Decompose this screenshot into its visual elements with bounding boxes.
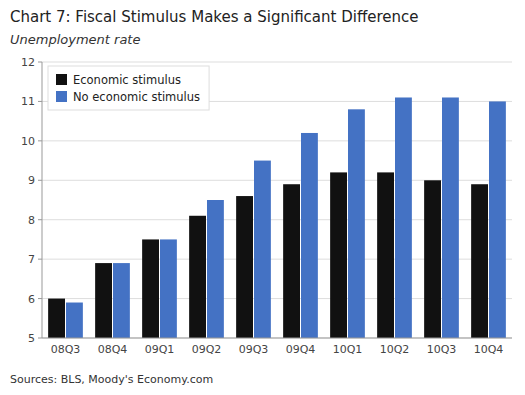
legend-label: Economic stimulus [73, 73, 181, 87]
bar [283, 184, 300, 338]
axis-line [42, 62, 43, 338]
y-axis: 5 6 7 8 9 10 11 12 [21, 56, 512, 345]
tick-label: 08Q4 [98, 343, 128, 356]
bar [348, 109, 365, 338]
bar [377, 172, 394, 338]
bar [489, 101, 506, 338]
legend-swatch [56, 91, 67, 102]
title: Chart 7: Fiscal Stimulus Makes a Signifi… [10, 8, 419, 26]
tick-label: 09Q2 [192, 343, 222, 356]
tick-label: 08Q3 [51, 343, 81, 356]
tick-label: 10Q2 [380, 343, 410, 356]
grid-line [42, 219, 512, 220]
grid-line [42, 298, 512, 299]
chart-container: Chart 7: Fiscal Stimulus Makes a Signifi… [0, 0, 525, 395]
tick-mark [38, 180, 42, 181]
bar [330, 172, 347, 338]
bar [66, 303, 83, 338]
legend: Economic stimulus No economic stimulus [48, 66, 209, 110]
tick-label: 09Q1 [145, 343, 175, 356]
legend-box [48, 66, 209, 110]
bar [236, 196, 253, 338]
bar [207, 200, 224, 338]
grid-line [42, 338, 512, 339]
tick-label: 10 [21, 135, 35, 148]
tick-label: 09Q3 [239, 343, 269, 356]
tick-label: 10Q1 [333, 343, 363, 356]
bar [424, 180, 441, 338]
grid-line [42, 140, 512, 141]
axis-line [42, 338, 512, 339]
bar [442, 97, 459, 338]
bar [301, 133, 318, 338]
tick-mark [38, 298, 42, 299]
grid-line [42, 259, 512, 260]
bar [48, 299, 65, 338]
bar [160, 239, 177, 338]
bar [142, 239, 159, 338]
tick-label: 11 [21, 95, 35, 108]
x-axis: 08Q3 08Q4 09Q1 09Q2 09Q3 09Q4 10Q1 10Q2 10Q3 10Q4 [51, 343, 504, 356]
bars [48, 97, 506, 338]
bar [395, 97, 412, 338]
grid-line [42, 180, 512, 181]
annotation: Sources: BLS, Moody's Economy.com [10, 373, 213, 386]
bar [254, 161, 271, 338]
legend-swatch [56, 74, 67, 85]
legend-label: No economic stimulus [73, 90, 200, 104]
tick-mark [38, 62, 42, 63]
bar [95, 263, 112, 338]
tick-label: 12 [21, 56, 35, 69]
bar [189, 216, 206, 338]
bar [113, 263, 130, 338]
tick-mark [38, 101, 42, 102]
tick-label: 7 [28, 253, 35, 266]
tick-label: 10Q3 [427, 343, 457, 356]
tick-label: 6 [28, 293, 35, 306]
tick-label: 10Q4 [474, 343, 504, 356]
subtitle: Unemployment rate [10, 32, 140, 47]
tick-mark [38, 219, 42, 220]
tick-label: 8 [28, 214, 35, 227]
tick-label: 9 [28, 174, 35, 187]
tick-label: 09Q4 [286, 343, 316, 356]
tick-mark [38, 338, 42, 339]
bar [471, 184, 488, 338]
grid-line [42, 62, 512, 63]
chart: Chart 7: Fiscal Stimulus Makes a Signifi… [0, 0, 525, 395]
tick-mark [38, 259, 42, 260]
tick-mark [38, 140, 42, 141]
tick-label: 5 [28, 332, 35, 345]
